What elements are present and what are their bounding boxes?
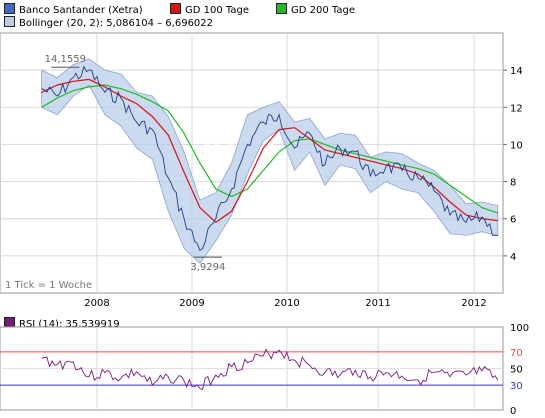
- legend-label-stock: Banco Santander (Xetra): [19, 5, 143, 16]
- annotation-label: 3,9294: [190, 262, 225, 273]
- y-tick-label: 10: [510, 140, 523, 151]
- x-tick-label: 2009: [179, 298, 204, 309]
- legend-label-rsi: RSI (14): 35,539919: [19, 319, 120, 330]
- rsi-y-tick-label: 50: [510, 365, 523, 376]
- annotation-label: 14,1559: [45, 54, 86, 65]
- series-line-stock: [41, 65, 498, 251]
- x-tick-label: 2010: [274, 298, 299, 309]
- y-tick-label: 6: [510, 215, 516, 226]
- x-tick-label: 2012: [461, 298, 486, 309]
- x-tick-label: 2008: [84, 298, 109, 309]
- tick-footnote: 1 Tick = 1 Woche: [5, 280, 92, 291]
- rsi-y-tick-label: 30: [510, 381, 523, 392]
- legend-label-gd200: GD 200 Tage: [291, 5, 355, 16]
- legend-item-gd100: GD 100 Tage: [170, 3, 249, 17]
- legend-swatch-gd100: [170, 3, 181, 14]
- y-tick-label: 4: [510, 252, 516, 263]
- rsi-y-tick-label: 100: [510, 323, 529, 334]
- rsi-y-tick-label: 0: [510, 406, 516, 417]
- x-tick-label: 2011: [365, 298, 390, 309]
- legend-label-gd100: GD 100 Tage: [185, 5, 249, 16]
- rsi-y-tick-label: 70: [510, 348, 523, 359]
- y-tick-label: 12: [510, 103, 523, 114]
- legend-swatch-bollinger: [4, 16, 15, 27]
- y-tick-label: 8: [510, 178, 516, 189]
- legend-label-bollinger: Bollinger (20, 2): 5,086104 – 6,696022: [19, 18, 214, 29]
- chart-legend: Banco Santander (Xetra) GD 100 Tage GD 2…: [0, 0, 545, 30]
- legend-swatch-stock: [4, 3, 15, 14]
- series-line-gd200: [41, 84, 498, 214]
- y-tick-label: 14: [510, 66, 523, 77]
- series-line-gd100: [41, 78, 498, 224]
- legend-item-stock: Banco Santander (Xetra): [4, 3, 143, 17]
- legend-swatch-gd200: [276, 3, 287, 14]
- legend-item-bollinger: Bollinger (20, 2): 5,086104 – 6,696022: [4, 16, 213, 30]
- series-line-rsi: [41, 348, 499, 391]
- legend-item-gd200: GD 200 Tage: [276, 3, 355, 17]
